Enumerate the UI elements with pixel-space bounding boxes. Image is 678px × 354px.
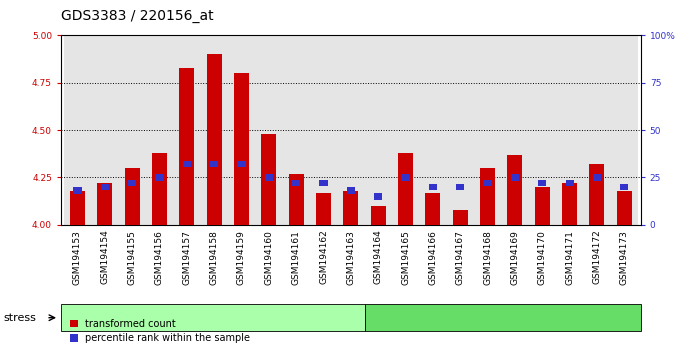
- Bar: [255, 35, 283, 225]
- Bar: [620, 184, 629, 190]
- Bar: [310, 35, 337, 225]
- Bar: [480, 168, 495, 225]
- Bar: [173, 35, 201, 225]
- Bar: [453, 210, 468, 225]
- Bar: [146, 35, 173, 225]
- Bar: [428, 184, 437, 190]
- Bar: [228, 35, 255, 225]
- Bar: [237, 161, 245, 167]
- Bar: [419, 35, 447, 225]
- Bar: [538, 180, 546, 187]
- Bar: [292, 180, 300, 187]
- Bar: [207, 54, 222, 225]
- Bar: [261, 134, 277, 225]
- Bar: [507, 155, 523, 225]
- Bar: [565, 180, 574, 187]
- Bar: [97, 183, 113, 225]
- Bar: [289, 174, 304, 225]
- Text: chronic stress: chronic stress: [174, 313, 252, 323]
- Bar: [70, 191, 85, 225]
- Bar: [474, 35, 501, 225]
- Bar: [562, 183, 577, 225]
- Bar: [511, 174, 519, 181]
- Bar: [535, 187, 550, 225]
- Bar: [583, 35, 611, 225]
- Bar: [501, 35, 529, 225]
- Bar: [346, 187, 355, 194]
- Bar: [125, 168, 140, 225]
- Bar: [234, 73, 249, 225]
- Bar: [201, 35, 228, 225]
- Bar: [374, 193, 382, 200]
- Bar: [425, 193, 441, 225]
- Bar: [398, 153, 413, 225]
- Bar: [593, 174, 601, 181]
- Bar: [319, 180, 327, 187]
- Bar: [316, 193, 331, 225]
- Bar: [152, 153, 167, 225]
- Bar: [456, 184, 464, 190]
- Bar: [210, 161, 218, 167]
- Bar: [589, 164, 605, 225]
- Bar: [155, 174, 163, 181]
- Bar: [529, 35, 556, 225]
- Bar: [556, 35, 583, 225]
- Bar: [119, 35, 146, 225]
- Bar: [611, 35, 638, 225]
- Text: stress: stress: [3, 313, 36, 323]
- Bar: [337, 35, 365, 225]
- Bar: [264, 174, 273, 181]
- Bar: [100, 184, 109, 190]
- Bar: [392, 35, 419, 225]
- Bar: [283, 35, 310, 225]
- Bar: [401, 174, 410, 181]
- Bar: [182, 161, 191, 167]
- Bar: [128, 180, 136, 187]
- Text: GDS3383 / 220156_at: GDS3383 / 220156_at: [61, 9, 214, 23]
- Text: control: control: [483, 313, 522, 323]
- Bar: [64, 35, 91, 225]
- Bar: [447, 35, 474, 225]
- Bar: [73, 187, 81, 194]
- Bar: [179, 68, 195, 225]
- Legend: transformed count, percentile rank within the sample: transformed count, percentile rank withi…: [66, 315, 254, 347]
- Bar: [483, 180, 492, 187]
- Bar: [365, 35, 392, 225]
- Bar: [371, 206, 386, 225]
- Bar: [617, 191, 632, 225]
- Bar: [343, 191, 359, 225]
- Bar: [91, 35, 119, 225]
